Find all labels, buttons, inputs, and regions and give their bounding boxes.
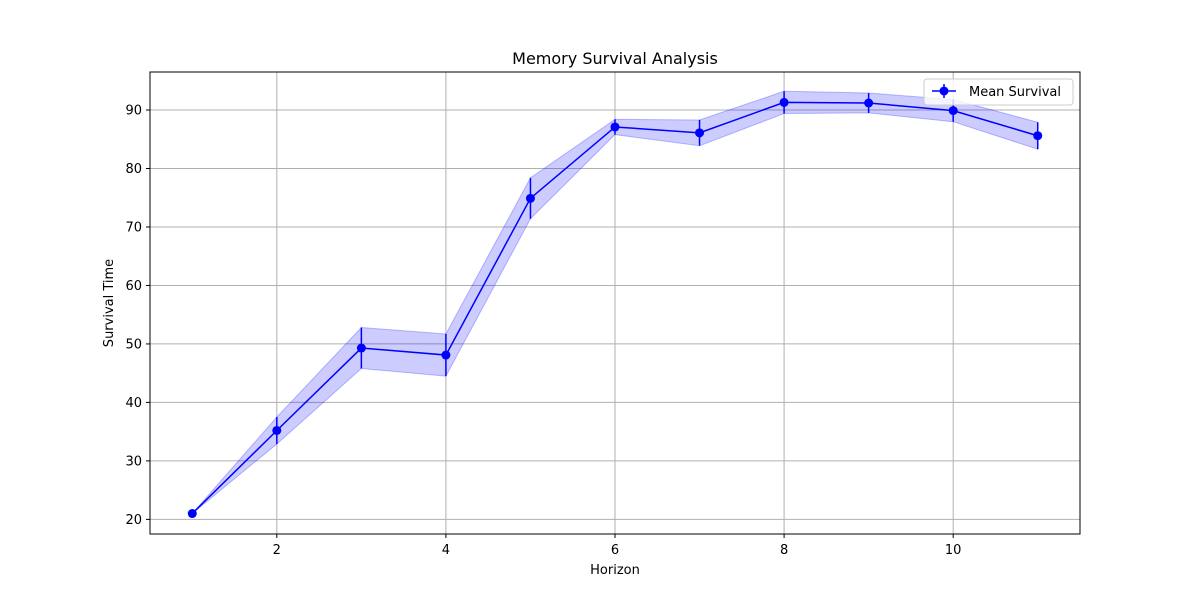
y-tick-label: 60 (125, 279, 142, 294)
data-point (356, 343, 366, 353)
y-axis: 20 30 40 50 60 70 80 90 (125, 104, 150, 528)
data-point (948, 106, 958, 116)
y-tick-label: 70 (125, 220, 142, 235)
y-tick-label: 40 (125, 396, 142, 411)
chart-title: Memory Survival Analysis (512, 49, 718, 68)
y-tick-label: 50 (125, 337, 142, 352)
x-axis-label: Horizon (590, 563, 640, 578)
y-tick-label: 90 (125, 104, 142, 119)
data-point (525, 193, 535, 203)
x-tick-label: 10 (945, 543, 962, 558)
data-point (441, 350, 451, 360)
x-tick-label: 6 (611, 543, 619, 558)
data-point (779, 97, 789, 107)
data-point (272, 425, 282, 435)
x-tick-label: 2 (273, 543, 281, 558)
y-tick-label: 20 (125, 513, 142, 528)
y-tick-label: 30 (125, 454, 142, 469)
data-point (187, 509, 197, 519)
legend: Mean Survival (923, 78, 1074, 106)
y-tick-label: 80 (125, 162, 142, 177)
x-tick-label: 4 (442, 543, 450, 558)
legend-box (923, 78, 1074, 106)
legend-label: Mean Survival (969, 85, 1061, 100)
data-point (610, 122, 620, 132)
data-point (864, 98, 874, 108)
x-tick-label: 8 (780, 543, 788, 558)
x-axis: 2 4 6 8 10 (273, 534, 962, 558)
y-axis-label: Survival Time (102, 259, 117, 347)
data-point (695, 128, 705, 138)
series-layer (187, 91, 1043, 519)
data-point (1033, 131, 1043, 141)
